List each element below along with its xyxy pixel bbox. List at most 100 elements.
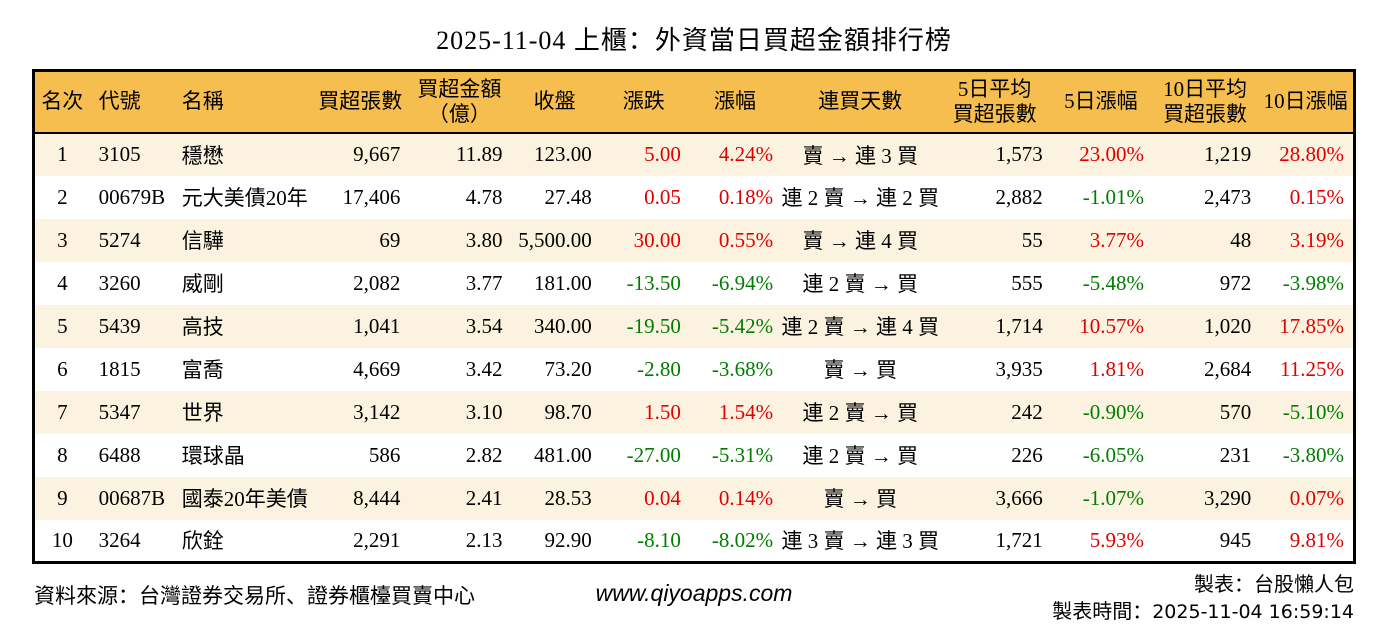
pct5-cell: -5.48%: [1082, 270, 1144, 295]
avg10-volume-cell: 972: [1219, 270, 1252, 295]
pct10-cell: 9.81%: [1289, 527, 1344, 552]
change-cell: 0.05: [644, 184, 681, 209]
footer: 資料來源：台灣證券交易所、證券櫃檯買賣中心 www.qiyoapps.com 製…: [0, 564, 1388, 626]
stock-name-cell: 高技: [181, 315, 224, 339]
change-cell: -19.50: [626, 313, 681, 338]
net-buy-amount-cell: 2.41: [465, 485, 503, 510]
col-header-avg5-volume: 5日平均 買超張數: [952, 76, 1037, 126]
net-buy-volume-cell: 3,142: [353, 399, 401, 424]
avg10-volume-cell: 945: [1219, 527, 1252, 552]
net-buy-amount-cell: 3.10: [465, 399, 503, 424]
code-cell: 00687B: [98, 485, 166, 510]
change-cell: 30.00: [633, 227, 681, 252]
change-pct-cell: 0.14%: [718, 485, 774, 510]
avg10-volume-cell: 570: [1219, 399, 1252, 424]
col-header-buy-streak: 連買天數: [818, 89, 903, 114]
avg10-volume-cell: 2,473: [1203, 184, 1252, 209]
avg10-volume-cell: 231: [1219, 442, 1252, 467]
made-time-line: 製表時間：2025-11-04 16:59:14: [792, 599, 1354, 626]
rank-cell: 3: [57, 227, 68, 252]
table-header: 名次 代號 名稱 買超張數 買超金額 （億） 收盤 漲跌 漲幅 連買天數 5日平均…: [33, 70, 1355, 133]
avg5-volume-cell: 3,666: [995, 485, 1043, 510]
pct10-cell: 17.85%: [1279, 313, 1344, 338]
change-cell: 1.50: [644, 399, 681, 424]
table-row: 1 3105 穩懋 9,667 11.89 123.00 5.00 4.24% …: [33, 132, 1355, 176]
net-buy-amount-cell: 11.89: [456, 142, 503, 166]
net-buy-volume-cell: 69: [379, 227, 401, 252]
pct5-cell: 10.57%: [1079, 313, 1144, 338]
code-cell: 00679B: [98, 184, 166, 209]
change-pct-cell: -8.02%: [711, 527, 774, 552]
change-pct-cell: -6.94%: [711, 270, 774, 295]
stock-name-cell: 環球晶: [181, 444, 245, 468]
net-buy-amount-cell: 3.77: [465, 270, 503, 295]
table-row: 3 5274 信驊 69 3.80 5,500.00 30.00 0.55% 賣…: [33, 218, 1355, 262]
pct5-cell: 5.93%: [1089, 527, 1144, 552]
code-cell: 3264: [98, 527, 141, 552]
close-price-cell: 5,500.00: [518, 227, 592, 252]
col-header-avg10-volume: 10日平均 買超張數: [1163, 76, 1248, 126]
buy-streak-cell: 連 2 賣 → 連 4 買: [781, 315, 940, 339]
change-cell: 0.04: [644, 485, 681, 510]
data-source-note: 資料來源：台灣證券交易所、證券櫃檯買賣中心: [34, 584, 475, 608]
buy-streak-cell: 賣 → 連 3 買: [802, 143, 919, 168]
col-header-code: 代號: [98, 89, 141, 114]
pct5-cell: -1.07%: [1082, 485, 1144, 510]
change-cell: -8.10: [637, 527, 681, 552]
change-pct-cell: 4.24%: [718, 142, 774, 166]
close-price-cell: 92.90: [544, 527, 592, 552]
net-buy-volume-cell: 1,041: [353, 313, 401, 338]
col-header-net-buy-amount: 買超金額 （億）: [417, 76, 502, 126]
avg10-volume-cell: 2,684: [1203, 356, 1252, 381]
net-buy-amount-cell: 2.13: [465, 527, 503, 552]
pct5-cell: 23.00%: [1079, 142, 1144, 166]
pct10-cell: 0.15%: [1289, 184, 1344, 209]
table-row: 2 00679B 元大美債20年 17,406 4.78 27.48 0.05 …: [33, 175, 1355, 219]
change-pct-cell: -3.68%: [711, 356, 774, 381]
buy-streak-cell: 連 2 賣 → 買: [802, 401, 919, 425]
avg5-volume-cell: 555: [1011, 270, 1043, 295]
change-pct-cell: 0.55%: [718, 227, 774, 252]
close-price-cell: 340.00: [533, 313, 592, 338]
rank-cell: 10: [51, 527, 73, 552]
pct10-cell: 11.25%: [1280, 356, 1344, 381]
buy-streak-cell: 連 3 賣 → 連 3 買: [781, 529, 940, 554]
avg10-volume-cell: 48: [1230, 227, 1252, 252]
avg5-volume-cell: 55: [1021, 227, 1043, 252]
code-cell: 6488: [98, 442, 141, 467]
close-price-cell: 73.20: [544, 356, 592, 381]
avg10-volume-cell: 3,290: [1203, 485, 1252, 510]
col-header-pct10: 10日漲幅: [1263, 89, 1348, 114]
net-buy-amount-cell: 3.42: [465, 356, 503, 381]
pct10-cell: -3.80%: [1282, 442, 1344, 467]
code-cell: 1815: [98, 356, 141, 381]
pct10-cell: 3.19%: [1289, 227, 1344, 252]
stock-name-cell: 富喬: [181, 358, 224, 382]
col-header-change: 漲跌: [622, 89, 665, 114]
table-row: 6 1815 富喬 4,669 3.42 73.20 -2.80 -3.68% …: [33, 347, 1355, 391]
net-buy-amount-cell: 3.80: [465, 227, 503, 252]
avg5-volume-cell: 242: [1011, 399, 1043, 424]
net-buy-volume-cell: 8,444: [353, 485, 401, 510]
pct10-cell: 28.80%: [1279, 142, 1344, 166]
website-url: www.qiyoapps.com: [595, 580, 793, 606]
rank-cell: 5: [57, 313, 68, 338]
code-cell: 5274: [98, 227, 141, 252]
table-row: 7 5347 世界 3,142 3.10 98.70 1.50 1.54% 連 …: [33, 390, 1355, 434]
table-body: 1 3105 穩懋 9,667 11.89 123.00 5.00 4.24% …: [33, 132, 1355, 563]
change-pct-cell: 1.54%: [718, 399, 774, 424]
col-header-pct5: 5日漲幅: [1064, 89, 1138, 114]
rank-cell: 2: [57, 184, 68, 209]
pct5-cell: 3.77%: [1089, 227, 1144, 252]
pct5-cell: 1.81%: [1089, 356, 1144, 381]
code-cell: 3260: [98, 270, 141, 295]
stock-name-cell: 國泰20年美債: [181, 487, 308, 511]
buy-streak-cell: 連 2 賣 → 買: [802, 272, 919, 296]
change-pct-cell: 0.18%: [718, 184, 774, 209]
foreign-net-buy-table: 名次 代號 名稱 買超張數 買超金額 （億） 收盤 漲跌 漲幅 連買天數 5日平均…: [32, 69, 1356, 564]
page-title: 2025-11-04 上櫃：外資當日買超金額排行榜: [436, 26, 952, 55]
close-price-cell: 481.00: [533, 442, 592, 467]
made-time-label: 製表時間：: [1052, 601, 1153, 623]
avg5-volume-cell: 2,882: [995, 184, 1043, 209]
pct10-cell: 0.07%: [1289, 485, 1344, 510]
